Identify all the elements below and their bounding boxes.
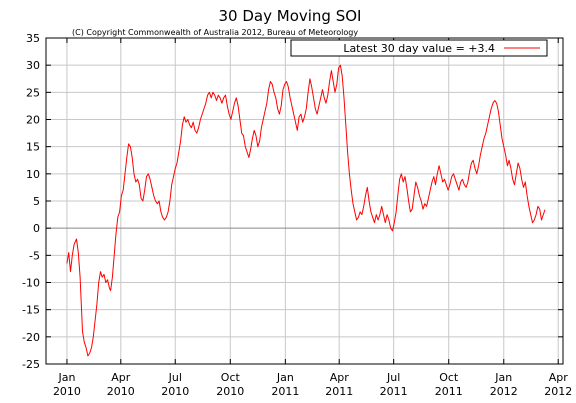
legend-box (290, 39, 548, 57)
y-tick-label: -15 (22, 304, 40, 317)
chart-title: 30 Day Moving SOI (219, 7, 362, 25)
y-tick-label: -20 (22, 331, 40, 344)
y-tick-label: 25 (26, 86, 40, 99)
x-tick-label-year: 2011 (435, 385, 463, 398)
x-tick-label-month: Oct (221, 371, 241, 384)
y-tick-label: -5 (29, 249, 40, 262)
legend: Latest 30 day value = +3.4 (290, 39, 548, 57)
x-tick-label-year: 2010 (107, 385, 135, 398)
x-tick-label-year: 2010 (161, 385, 189, 398)
y-tick-label: 15 (26, 141, 40, 154)
x-tick-label-month: Jul (168, 371, 182, 384)
series-layer (66, 64, 546, 357)
axis-ticks: -25-20-15-10-505101520253035Jan2010Apr20… (22, 32, 572, 398)
x-tick-label-year: 2012 (544, 385, 572, 398)
x-tick-label-month: Jan (57, 371, 75, 384)
x-tick-label-month: Apr (330, 371, 350, 384)
y-tick-label: -25 (22, 358, 40, 371)
x-tick-label-year: 2010 (53, 385, 81, 398)
x-tick-label-month: Jul (386, 371, 400, 384)
x-tick-label-year: 2011 (325, 385, 353, 398)
x-tick-label-year: 2011 (380, 385, 408, 398)
x-tick-label-year: 2011 (271, 385, 299, 398)
y-tick-label: 0 (33, 222, 40, 235)
x-tick-label-year: 2010 (216, 385, 244, 398)
x-tick-label-month: Apr (549, 371, 569, 384)
y-tick-label: -10 (22, 277, 40, 290)
x-tick-label-month: Apr (111, 371, 131, 384)
x-tick-label-month: Oct (439, 371, 459, 384)
y-tick-label: 10 (26, 168, 40, 181)
y-tick-label: 30 (26, 59, 40, 72)
chart-subtitle: (C) Copyright Commonwealth of Australia … (72, 28, 358, 37)
x-tick-label-month: Jan (276, 371, 294, 384)
x-tick-label-year: 2012 (490, 385, 518, 398)
y-tick-label: 5 (33, 195, 40, 208)
x-tick-label-month: Jan (494, 371, 512, 384)
legend-label: Latest 30 day value = +3.4 (343, 42, 495, 55)
y-tick-label: 20 (26, 114, 40, 127)
soi-series-line (66, 64, 546, 357)
y-tick-label: 35 (26, 32, 40, 45)
